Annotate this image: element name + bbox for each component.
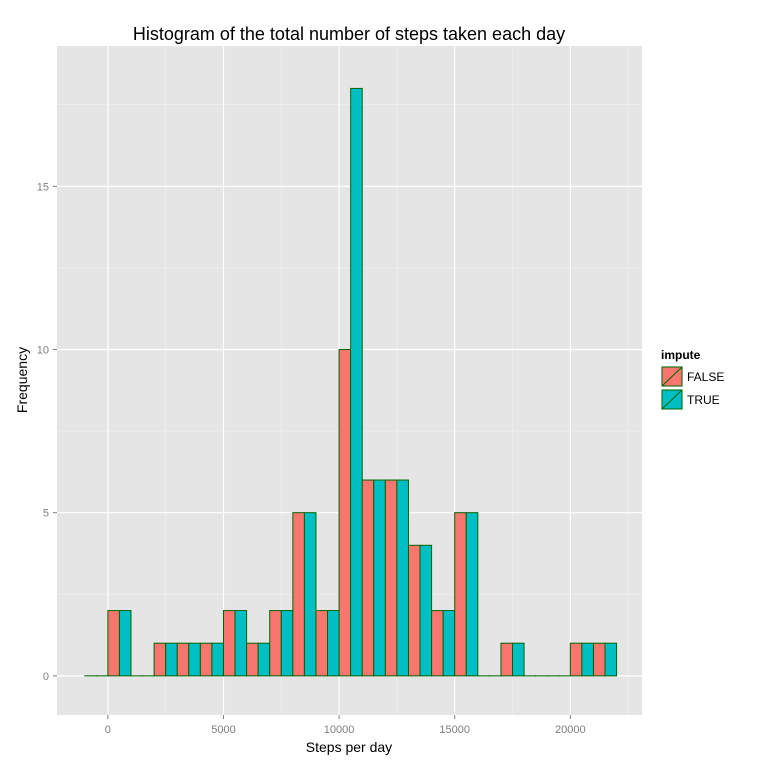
chart-title: Histogram of the total number of steps t…: [133, 24, 565, 44]
x-axis-ticks: 0 5000 10000 15000 20000: [105, 715, 586, 736]
bar-false: [454, 512, 467, 677]
bar-false: [153, 642, 167, 677]
legend-label: FALSE: [687, 370, 724, 384]
bar-true: [512, 642, 525, 677]
bar-true: [188, 642, 201, 677]
bar-true: [165, 642, 178, 677]
bar-false: [569, 642, 583, 677]
bar-true: [257, 642, 271, 677]
bar-false: [176, 642, 190, 677]
x-tick-label: 5000: [211, 724, 235, 736]
y-tick-label: 10: [37, 344, 49, 356]
bar-true: [442, 610, 456, 677]
bar-true: [234, 610, 248, 677]
y-tick-label: 5: [43, 508, 49, 520]
bar-false: [338, 348, 352, 677]
bar-false: [361, 479, 375, 677]
y-axis-ticks: 0 5 10 15: [37, 181, 57, 683]
bar-false: [222, 610, 236, 677]
x-tick-label: 20000: [555, 724, 586, 736]
bar-true: [465, 512, 479, 677]
bar-false: [500, 642, 514, 677]
bar-true: [280, 610, 294, 677]
bar-false: [592, 642, 606, 677]
x-tick-label: 10000: [324, 724, 355, 736]
bar-true: [419, 544, 433, 677]
y-tick-label: 15: [37, 181, 49, 193]
legend-title: impute: [661, 348, 701, 362]
legend-key-slash: [661, 389, 683, 410]
bar-true: [350, 87, 363, 677]
legend-key-slash: [661, 366, 683, 387]
bar-false: [107, 610, 120, 677]
bar-true: [327, 610, 340, 677]
bar-true: [604, 642, 618, 677]
bars: [84, 87, 618, 677]
bar-true: [118, 610, 132, 677]
x-tick-label: 0: [105, 724, 111, 736]
bar-true: [396, 479, 409, 677]
bar-false: [269, 610, 282, 677]
bar-true: [373, 479, 386, 677]
bar-false: [407, 544, 421, 677]
bar-false: [431, 610, 444, 677]
bar-false: [199, 642, 213, 677]
legend-label: TRUE: [687, 393, 720, 407]
bar-false: [292, 512, 305, 677]
legend: impute FALSE TRUE: [660, 348, 724, 411]
bar-false: [384, 479, 398, 677]
bar-true: [581, 642, 594, 677]
y-axis-title: Frequency: [14, 347, 30, 413]
y-tick-label: 0: [43, 671, 49, 683]
bar-false: [315, 610, 329, 677]
x-tick-label: 15000: [439, 724, 470, 736]
x-axis-title: Steps per day: [306, 739, 392, 755]
bar-false: [246, 642, 259, 677]
bar-true: [211, 642, 224, 677]
bar-true: [303, 512, 317, 677]
